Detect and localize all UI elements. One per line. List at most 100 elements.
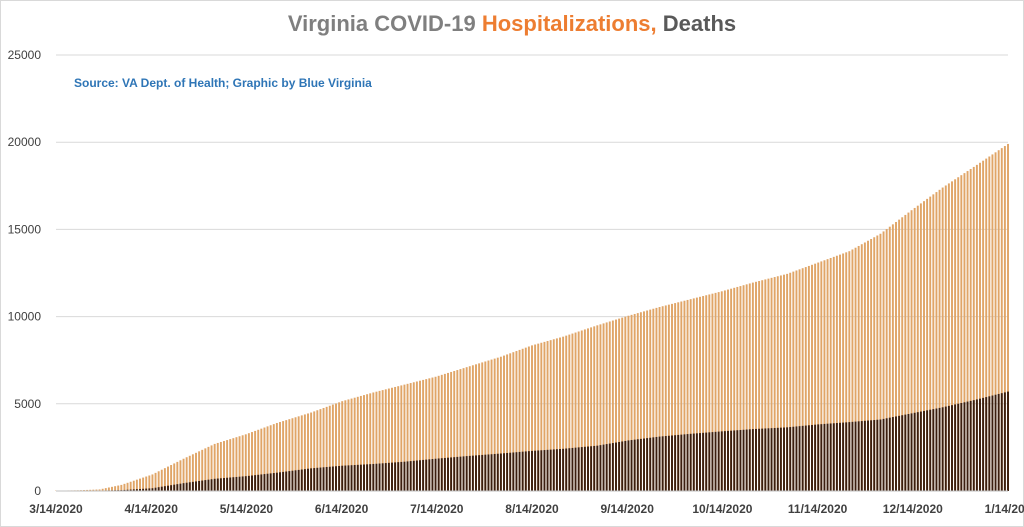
hospitalizations-bar (891, 224, 894, 491)
hospitalizations-bar (394, 386, 397, 491)
hospitalizations-bar (157, 471, 160, 491)
hospitalizations-bar (786, 273, 789, 491)
hospitalizations-bar (755, 281, 757, 491)
deaths-bar (639, 438, 642, 491)
deaths-bar (947, 405, 950, 491)
deaths-bar (717, 431, 720, 491)
hospitalizations-bar (966, 171, 969, 491)
deaths-bar (518, 451, 521, 491)
hospitalizations-bar (913, 207, 916, 491)
hospitalizations-bar (951, 181, 953, 492)
deaths-bar (412, 460, 415, 491)
deaths-bar (139, 488, 141, 491)
hospitalizations-bar (963, 173, 966, 491)
deaths-bar (926, 410, 929, 491)
hospitalizations-bar (923, 201, 925, 491)
deaths-bar (658, 436, 661, 491)
deaths-bar (335, 466, 337, 491)
deaths-bar (331, 466, 334, 491)
deaths-bar (895, 416, 897, 491)
hospitalizations-bar (210, 445, 213, 491)
hospitalizations-bar (751, 282, 754, 491)
hospitalizations-bar (344, 400, 347, 491)
deaths-bar (611, 443, 614, 491)
hospitalizations-bar (764, 279, 767, 491)
deaths-bar (907, 414, 910, 491)
deaths-bar (198, 480, 201, 491)
hospitalizations-bar (126, 482, 129, 491)
deaths-bar (375, 463, 378, 491)
chart-title: Virginia COVID-19 Hospitalizations, Deat… (0, 11, 1024, 37)
deaths-bar (817, 424, 820, 491)
hospitalizations-bar (148, 475, 151, 491)
hospitalizations-bar (851, 249, 854, 491)
hospitalizations-bar (251, 432, 253, 491)
hospitalizations-bar (723, 290, 726, 491)
hospitalizations-bar (475, 364, 477, 491)
hospitalizations-bar (602, 323, 605, 491)
hospitalizations-bar (521, 348, 524, 491)
hospitalizations-bar (238, 436, 241, 491)
x-tick-label: 9/14/2020 (601, 502, 655, 516)
hospitalizations-bar (506, 354, 509, 491)
deaths-bar (913, 412, 916, 491)
deaths-bar (387, 462, 390, 491)
hospitalizations-bar (297, 416, 300, 491)
deaths-bar (378, 463, 381, 491)
hospitalizations-bar (101, 488, 104, 491)
hospitalizations-bar (257, 429, 260, 491)
hospitalizations-bar (674, 303, 677, 491)
deaths-bar (854, 421, 857, 491)
hospitalizations-bar (300, 415, 303, 491)
hospitalizations-bar (350, 398, 353, 491)
hospitalizations-bar (811, 264, 813, 491)
hospitalizations-bar (450, 371, 453, 491)
deaths-bar (195, 481, 197, 491)
deaths-bar (282, 471, 285, 491)
deaths-bar (431, 459, 434, 491)
hospitalizations-bar (98, 489, 101, 491)
deaths-bar (475, 455, 477, 491)
deaths-bar (266, 473, 269, 491)
hospitalizations-bar (807, 265, 810, 491)
hospitalizations-bar (854, 247, 857, 491)
title-part-deaths: Deaths (662, 11, 737, 36)
deaths-bar (182, 483, 185, 491)
deaths-bar (471, 455, 474, 491)
hospitalizations-bar (898, 219, 901, 491)
deaths-bar (307, 468, 309, 491)
hospitalizations-bar (863, 242, 866, 491)
deaths-bar (207, 479, 210, 491)
hospitalizations-bar (387, 388, 390, 491)
hospitalizations-bar (381, 390, 384, 491)
deaths-bar (241, 476, 244, 491)
deaths-bar (845, 422, 848, 491)
hospitalizations-bar (465, 367, 468, 491)
deaths-bar (820, 424, 823, 491)
hospitalizations-bar (658, 307, 661, 491)
hospitalizations-bar (801, 268, 804, 491)
hospitalizations-bar (1000, 148, 1003, 491)
hospitalizations-bar (185, 457, 188, 491)
hospitalizations-bar (154, 472, 157, 491)
hospitalizations-bar (767, 278, 770, 491)
deaths-bar (524, 451, 527, 491)
deaths-bar (739, 429, 742, 491)
deaths-bar (633, 439, 636, 491)
deaths-bar (440, 458, 443, 491)
hospitalizations-bar (879, 233, 882, 491)
deaths-bar (699, 433, 701, 491)
hospitalizations-bar (269, 425, 272, 491)
hospitalizations-bar (363, 395, 365, 491)
deaths-bar (313, 468, 316, 491)
hospitalizations-bar (932, 194, 935, 491)
hospitalizations-bar (447, 372, 449, 491)
deaths-bar (369, 464, 372, 491)
hospitalizations-bar (328, 405, 331, 491)
deaths-bar (779, 427, 782, 491)
hospitalizations-bar (434, 376, 437, 491)
y-tick-label: 20000 (8, 135, 42, 149)
hospitalizations-bar (907, 212, 910, 491)
hospitalizations-bar (104, 488, 107, 491)
deaths-bar (275, 472, 278, 491)
